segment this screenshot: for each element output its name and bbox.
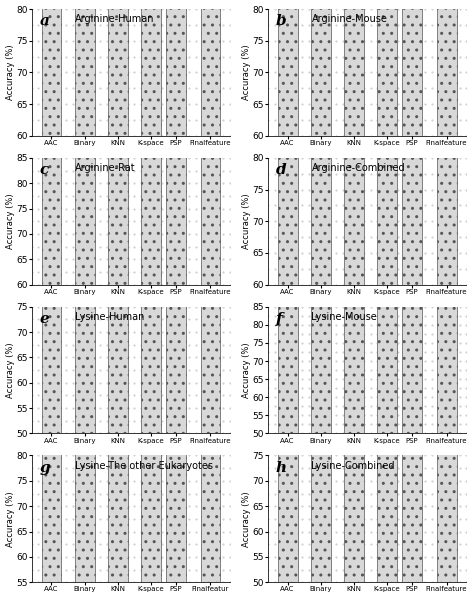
Bar [141,280,161,582]
Bar [311,0,331,136]
Bar [108,245,128,582]
Bar [278,0,298,136]
Bar [436,215,456,582]
Text: Lysine-Mouse: Lysine-Mouse [311,312,377,322]
Bar [436,0,456,285]
Bar [75,0,95,285]
Bar [108,0,128,136]
Bar [200,0,220,136]
Text: a: a [40,14,50,28]
Bar [75,301,95,582]
Text: c: c [40,163,49,177]
Text: Lysine-Combined: Lysine-Combined [311,460,395,471]
Text: f: f [276,312,282,326]
Bar [166,0,186,136]
Bar [141,0,161,136]
Text: b: b [276,14,287,28]
Bar [200,202,220,582]
Bar [377,0,397,285]
Bar [402,0,422,136]
Bar [75,0,95,136]
Bar [166,258,186,582]
Bar [166,114,186,434]
Bar [141,114,161,434]
Bar [344,260,364,582]
Bar [436,142,456,434]
Bar [311,247,331,434]
Text: Arginine-Human: Arginine-Human [75,14,155,24]
Text: h: h [276,460,287,475]
Y-axis label: Accuracy (%): Accuracy (%) [242,45,251,100]
Bar [344,0,364,136]
Bar [141,0,161,285]
Bar [436,0,456,136]
Bar [108,89,128,434]
Bar [200,0,220,285]
Bar [75,142,95,434]
Bar [278,295,298,582]
Bar [377,242,397,434]
Y-axis label: Accuracy (%): Accuracy (%) [6,342,15,398]
Bar [108,0,128,285]
Text: g: g [40,460,50,475]
Bar [41,286,61,582]
Y-axis label: Accuracy (%): Accuracy (%) [6,193,15,249]
Bar [166,0,186,285]
Bar [377,301,397,582]
Y-axis label: Accuracy (%): Accuracy (%) [242,193,251,249]
Y-axis label: Accuracy (%): Accuracy (%) [242,491,251,547]
Bar [41,124,61,434]
Bar [311,0,331,285]
Bar [344,0,364,285]
Bar [41,0,61,285]
Bar [278,225,298,434]
Bar [200,60,220,434]
Bar [377,0,397,136]
Y-axis label: Accuracy (%): Accuracy (%) [242,342,251,398]
Text: Arginine-Rat: Arginine-Rat [75,163,136,173]
Text: Arginine-Mouse: Arginine-Mouse [311,14,387,24]
Y-axis label: Accuracy (%): Accuracy (%) [6,491,15,547]
Bar [402,0,422,285]
Bar [344,218,364,434]
Bar [41,0,61,136]
Text: Lysine-The other Eukaryotes: Lysine-The other Eukaryotes [75,460,213,471]
Bar [402,229,422,434]
Bar [311,309,331,582]
Bar [278,0,298,285]
Text: e: e [40,312,50,326]
Y-axis label: Accuracy (%): Accuracy (%) [6,45,15,100]
Bar [402,266,422,582]
Text: Arginine-Combined: Arginine-Combined [311,163,405,173]
Text: Lysine-Human: Lysine-Human [75,312,145,322]
Text: d: d [276,163,287,177]
